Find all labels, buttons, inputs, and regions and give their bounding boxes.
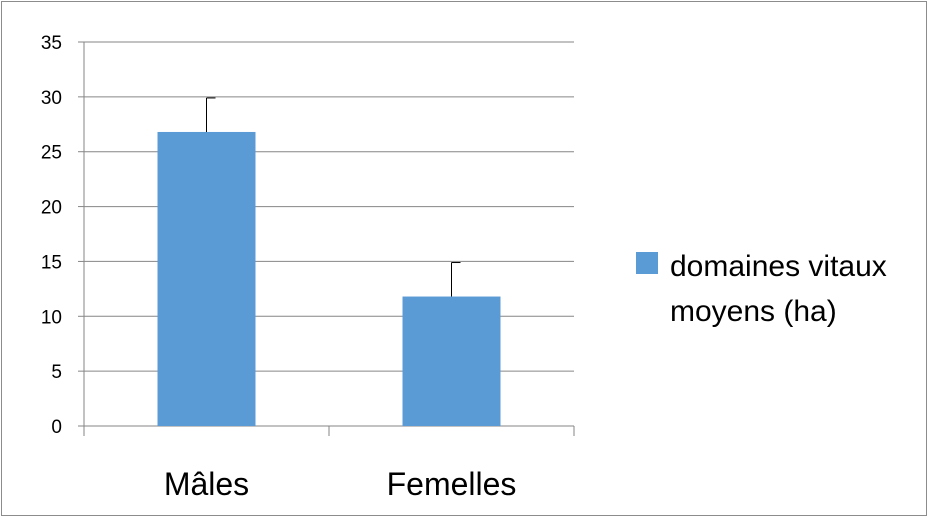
y-tick-label: 15 [41,252,62,273]
legend-label: domaines vitaux [670,250,887,283]
x-category-label: Femelles [387,466,517,502]
bar [157,131,256,427]
y-tick-label: 35 [41,33,62,54]
y-tick-label: 25 [41,143,62,164]
legend: domaines vitaux moyens (ha) [636,250,887,328]
y-tick-label: 10 [41,307,62,328]
x-category-label: Mâles [164,466,249,502]
y-tick-label: 30 [41,88,62,109]
bar [402,296,501,426]
tick-labels: 0 5 10 15 20 25 30 35 Mâles Femelles [41,33,517,502]
bars [157,97,501,427]
legend-label: moyens (ha) [670,295,837,328]
y-tick-label: 20 [41,198,62,219]
y-tick-label: 5 [51,362,62,383]
y-tick-label: 0 [51,417,62,438]
legend-swatch [636,252,658,274]
